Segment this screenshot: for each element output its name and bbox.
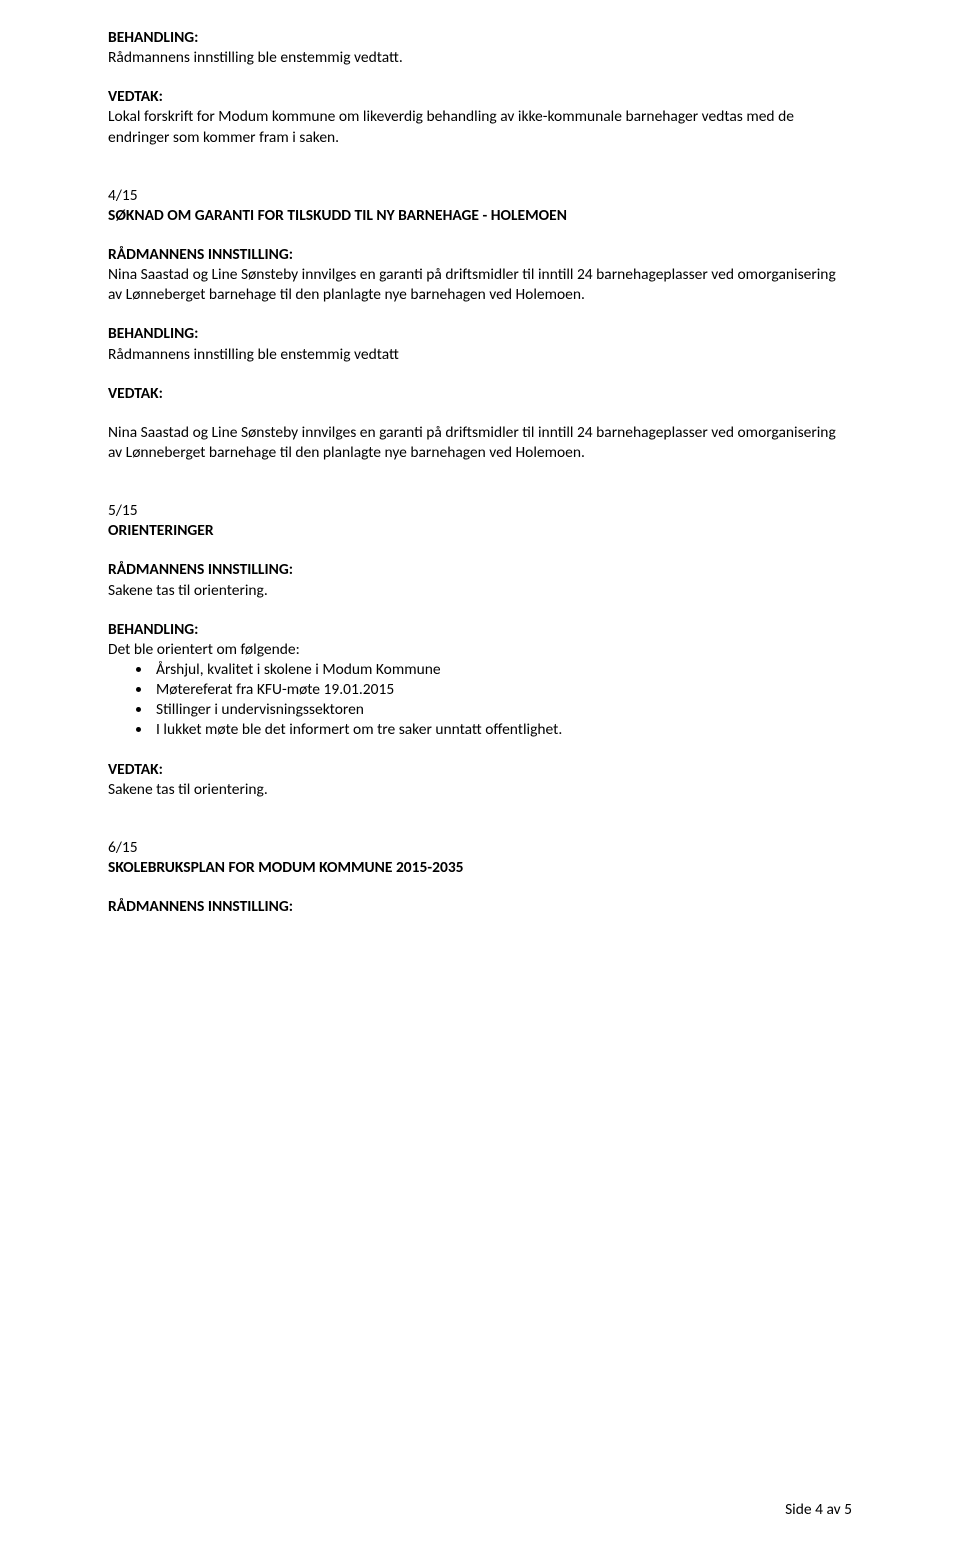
- section-5-15-title-block: 5/15 ORIENTERINGER: [108, 501, 852, 541]
- orientering-bullet-list: Årshjul, kvalitet i skolene i Modum Komm…: [108, 660, 852, 741]
- page-footer: Side 4 av 5: [785, 1500, 852, 1519]
- innstilling-heading: RÅDMANNENS INNSTILLING:: [108, 560, 852, 580]
- vedtak-heading: VEDTAK:: [108, 760, 852, 780]
- behandling-intro: Det ble orientert om følgende:: [108, 640, 852, 660]
- section-number: 5/15: [108, 501, 852, 521]
- vedtak-text: Lokal forskrift for Modum kommune om lik…: [108, 107, 852, 147]
- section-6-15-innstilling-block: RÅDMANNENS INNSTILLING:: [108, 897, 852, 917]
- section-4-15-innstilling-block: RÅDMANNENS INNSTILLING: Nina Saastad og …: [108, 245, 852, 305]
- section-6-15-title-block: 6/15 SKOLEBRUKSPLAN FOR MODUM KOMMUNE 20…: [108, 838, 852, 878]
- behandling-heading: BEHANDLING:: [108, 620, 852, 640]
- section-5-15-innstilling-block: RÅDMANNENS INNSTILLING: Sakene tas til o…: [108, 560, 852, 600]
- section-5-15-vedtak-block: VEDTAK: Sakene tas til orientering.: [108, 760, 852, 800]
- section-5-15-behandling-block: BEHANDLING: Det ble orientert om følgend…: [108, 620, 852, 741]
- page-number-text: Side 4 av 5: [785, 1500, 852, 1519]
- section-title: SØKNAD OM GARANTI FOR TILSKUDD TIL NY BA…: [108, 206, 852, 226]
- behandling-text: Rådmannens innstilling ble enstemmig ved…: [108, 345, 852, 365]
- section-title: ORIENTERINGER: [108, 521, 852, 541]
- section-4-15-title-block: 4/15 SØKNAD OM GARANTI FOR TILSKUDD TIL …: [108, 186, 852, 226]
- list-item: Møtereferat fra KFU-møte 19.01.2015: [152, 680, 852, 700]
- section-number: 4/15: [108, 186, 852, 206]
- vedtak-text: Nina Saastad og Line Sønsteby innvilges …: [108, 423, 852, 463]
- section-4-15-vedtak-label-block: VEDTAK:: [108, 384, 852, 404]
- behandling-heading: BEHANDLING:: [108, 324, 852, 344]
- top-behandling-block: BEHANDLING: Rådmannens innstilling ble e…: [108, 28, 852, 68]
- vedtak-heading: VEDTAK:: [108, 87, 852, 107]
- list-item: Årshjul, kvalitet i skolene i Modum Komm…: [152, 660, 852, 680]
- innstilling-heading: RÅDMANNENS INNSTILLING:: [108, 245, 852, 265]
- vedtak-text: Sakene tas til orientering.: [108, 780, 852, 800]
- innstilling-text: Nina Saastad og Line Sønsteby innvilges …: [108, 265, 852, 305]
- list-item: I lukket møte ble det informert om tre s…: [152, 720, 852, 740]
- section-title: SKOLEBRUKSPLAN FOR MODUM KOMMUNE 2015-20…: [108, 858, 852, 878]
- top-vedtak-block: VEDTAK: Lokal forskrift for Modum kommun…: [108, 87, 852, 147]
- innstilling-heading: RÅDMANNENS INNSTILLING:: [108, 897, 852, 917]
- list-item: Stillinger i undervisningssektoren: [152, 700, 852, 720]
- section-4-15-vedtak-text-block: Nina Saastad og Line Sønsteby innvilges …: [108, 423, 852, 463]
- innstilling-text: Sakene tas til orientering.: [108, 581, 852, 601]
- behandling-heading: BEHANDLING:: [108, 28, 852, 48]
- document-page: BEHANDLING: Rådmannens innstilling ble e…: [0, 0, 960, 1559]
- vedtak-heading: VEDTAK:: [108, 384, 852, 404]
- behandling-text: Rådmannens innstilling ble enstemmig ved…: [108, 48, 852, 68]
- section-number: 6/15: [108, 838, 852, 858]
- section-4-15-behandling-block: BEHANDLING: Rådmannens innstilling ble e…: [108, 324, 852, 364]
